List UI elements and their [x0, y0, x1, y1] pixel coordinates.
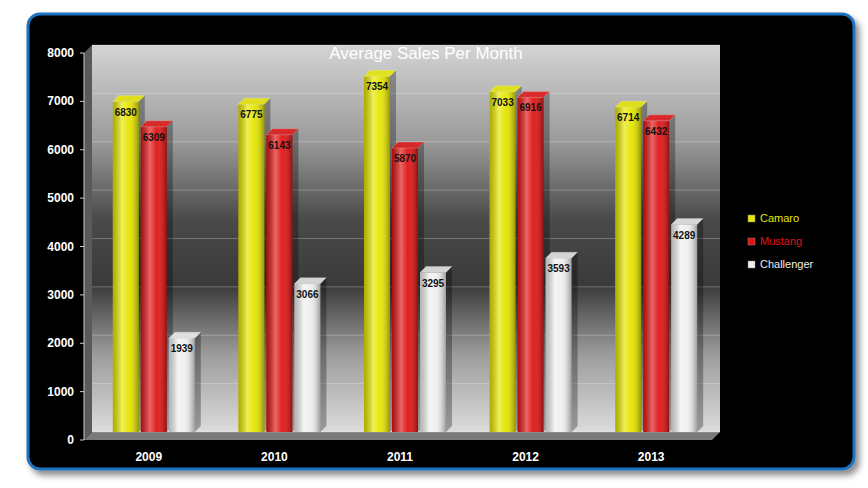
- bar: [546, 258, 572, 432]
- bar: [169, 338, 195, 432]
- tick-mark: [80, 101, 84, 102]
- bar-shading: [546, 258, 572, 432]
- data-label: 6775: [240, 109, 263, 120]
- data-label: 3593: [547, 263, 570, 274]
- bar-shading: [643, 121, 669, 432]
- bar: [671, 225, 697, 432]
- x-tick-label: 2012: [512, 450, 539, 464]
- legend: Camaro Mustang Challenger: [748, 212, 814, 270]
- data-label: 7354: [366, 81, 389, 92]
- bar-shading: [518, 97, 544, 432]
- bar: [238, 104, 264, 432]
- data-label: 6143: [268, 140, 291, 151]
- tick-mark: [80, 343, 84, 344]
- x-tick-label: 2013: [638, 450, 665, 464]
- data-label: 1939: [171, 343, 194, 354]
- bar: [364, 76, 390, 432]
- legend-label: Mustang: [760, 235, 802, 247]
- data-label: 6432: [645, 126, 668, 137]
- grid-line: [92, 93, 720, 94]
- y-tick-label: 6000: [47, 143, 74, 157]
- bar-shading: [141, 127, 167, 432]
- legend-label: Camaro: [760, 212, 799, 224]
- bar-shading: [266, 135, 292, 432]
- bar: [518, 97, 544, 432]
- legend-label: Challenger: [760, 258, 814, 270]
- legend-swatch: [748, 238, 755, 245]
- bar-shading: [364, 76, 390, 432]
- bar: [615, 107, 641, 432]
- bars: [113, 70, 703, 432]
- data-label: 6309: [143, 132, 166, 143]
- frame: [28, 14, 854, 469]
- bar-shading: [169, 338, 195, 432]
- bar-shading: [294, 284, 320, 432]
- chart: 0 1000 2000 3000 4000 5000 6000 7000 8000 Average…: [0, 0, 868, 488]
- legend-swatch: [748, 261, 755, 268]
- tick-mark: [80, 440, 84, 441]
- bar-shading: [392, 148, 418, 432]
- bar-side: [446, 267, 452, 432]
- y-tick-label: 3000: [47, 288, 74, 302]
- bar: [113, 102, 139, 432]
- tick-mark: [80, 149, 84, 150]
- data-labels: 6830 6309 1939 6775 6143 3066 7354 5870 3295 7033…: [115, 81, 696, 354]
- x-tick-label: 2011: [387, 450, 413, 464]
- bar-shading: [420, 273, 446, 432]
- y-tick-label: 5000: [47, 191, 74, 205]
- bar: [392, 148, 418, 432]
- data-label: 5870: [394, 153, 417, 164]
- y-axis-line: [84, 53, 85, 440]
- y-tick-label: 8000: [47, 46, 74, 60]
- bar-side: [572, 252, 578, 432]
- tick-mark: [80, 53, 84, 54]
- bar-side: [697, 219, 703, 432]
- x-tick-label: 2010: [261, 450, 288, 464]
- data-label: 6714: [617, 112, 640, 123]
- y-tick-label: 2000: [47, 336, 74, 350]
- bar-side: [320, 278, 326, 432]
- bar: [490, 92, 516, 432]
- bar-shading: [490, 92, 516, 432]
- bar-shading: [113, 102, 139, 432]
- bar-shading: [671, 225, 697, 432]
- tick-mark: [80, 198, 84, 199]
- y-tick-label: 0: [67, 433, 74, 447]
- tick-mark: [80, 391, 84, 392]
- chart-title: Average Sales Per Month: [329, 44, 522, 63]
- y-tick-label: 1000: [47, 385, 74, 399]
- legend-swatch: [748, 215, 755, 222]
- side-wall: [84, 45, 92, 440]
- bar: [266, 135, 292, 432]
- floor: [84, 432, 720, 440]
- tick-mark: [80, 294, 84, 295]
- bar-side: [195, 332, 201, 432]
- bar-shading: [238, 104, 264, 432]
- data-label: 6830: [115, 107, 138, 118]
- data-label: 3066: [296, 289, 319, 300]
- plot-background: [92, 45, 720, 432]
- tick-mark: [80, 246, 84, 247]
- bar: [141, 127, 167, 432]
- data-label: 7033: [491, 97, 514, 108]
- y-tick-label: 7000: [47, 94, 74, 108]
- bar: [294, 284, 320, 432]
- data-label: 6916: [519, 102, 542, 113]
- bar-shading: [615, 107, 641, 432]
- bar: [420, 273, 446, 432]
- bar: [643, 121, 669, 432]
- data-label: 3295: [422, 278, 445, 289]
- y-tick-label: 4000: [47, 240, 74, 254]
- data-label: 4289: [673, 230, 696, 241]
- x-tick-label: 2009: [135, 450, 162, 464]
